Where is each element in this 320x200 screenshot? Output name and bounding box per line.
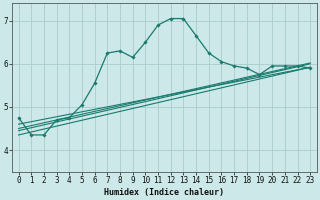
- X-axis label: Humidex (Indice chaleur): Humidex (Indice chaleur): [104, 188, 224, 197]
